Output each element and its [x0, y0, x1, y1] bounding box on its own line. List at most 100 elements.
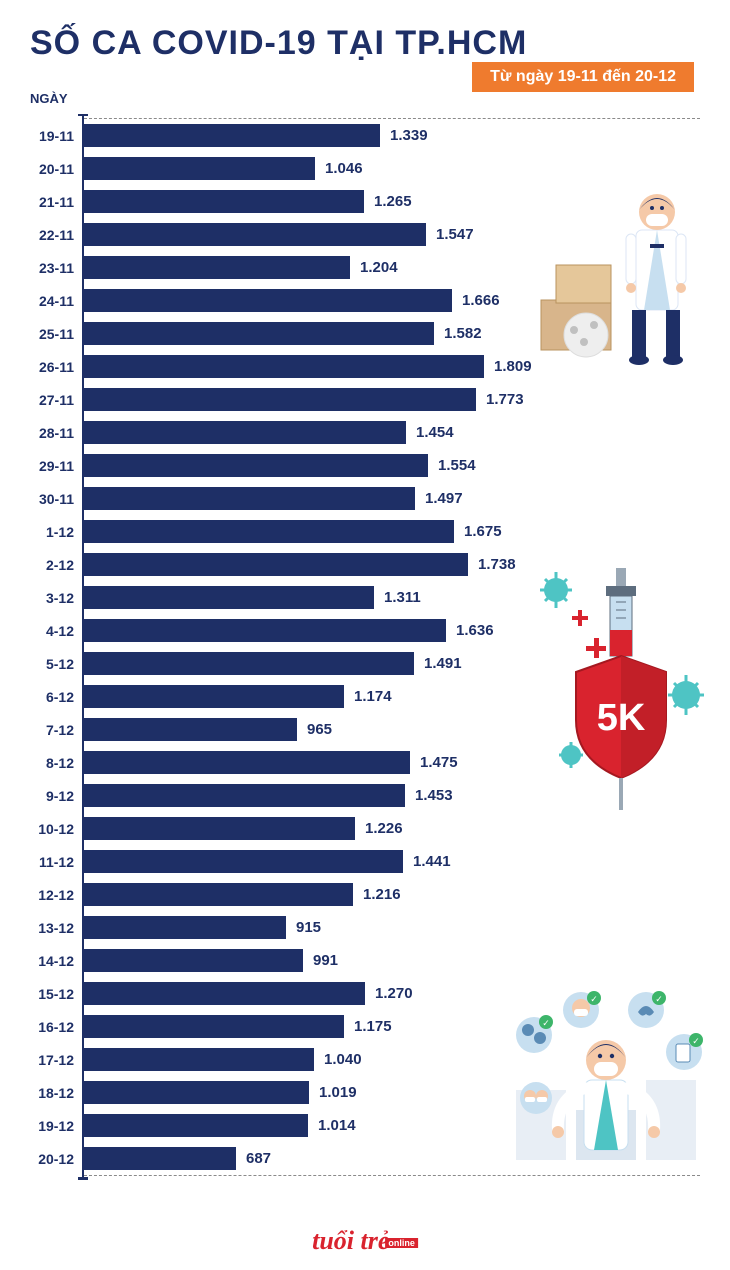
- bar-value: 687: [246, 1150, 271, 1167]
- bar-row: 2-121.738: [84, 548, 700, 581]
- bar: [84, 718, 297, 741]
- bar: [84, 784, 405, 807]
- bar-value: 1.174: [354, 688, 392, 705]
- bar: [84, 850, 403, 873]
- bar-row: 6-121.174: [84, 680, 700, 713]
- date-label: 12-12: [26, 887, 74, 903]
- bar-value: 1.497: [425, 490, 463, 507]
- bar: [84, 421, 406, 444]
- bar-value: 1.453: [415, 787, 453, 804]
- date-label: 19-12: [26, 1118, 74, 1134]
- bar-row: 29-111.554: [84, 449, 700, 482]
- bar-row: 19-121.014: [84, 1109, 700, 1142]
- bar-row: 1-121.675: [84, 515, 700, 548]
- bar: [84, 1081, 309, 1104]
- bar: [84, 1114, 308, 1137]
- bar-value: 965: [307, 721, 332, 738]
- bar-value: 1.809: [494, 358, 532, 375]
- bar-value: 1.339: [390, 127, 428, 144]
- date-label: 17-12: [26, 1052, 74, 1068]
- bar: [84, 223, 426, 246]
- bar-row: 3-121.311: [84, 581, 700, 614]
- bar-row: 4-121.636: [84, 614, 700, 647]
- bar-value: 1.311: [384, 589, 421, 606]
- bar-value: 1.014: [318, 1117, 356, 1134]
- bar-value: 1.226: [365, 820, 403, 837]
- bar-row: 16-121.175: [84, 1010, 700, 1043]
- bar-chart: 19-111.33920-111.04621-111.26522-111.547…: [82, 114, 700, 1180]
- bar-row: 25-111.582: [84, 317, 700, 350]
- bar: [84, 454, 428, 477]
- bar-value: 1.454: [416, 424, 454, 441]
- bar-value: 1.204: [360, 259, 398, 276]
- date-label: 26-11: [26, 359, 74, 375]
- bar: [84, 1048, 314, 1071]
- date-label: 28-11: [26, 425, 74, 441]
- bar-value: 1.265: [374, 193, 412, 210]
- date-label: 11-12: [26, 854, 74, 870]
- date-label: 23-11: [26, 260, 74, 276]
- bar-value: 1.636: [456, 622, 494, 639]
- infographic-container: SỐ CA COVID-19 TẠI TP.HCM Từ ngày 19-11 …: [0, 0, 730, 1270]
- bar-row: 27-111.773: [84, 383, 700, 416]
- bar-value: 991: [313, 952, 338, 969]
- bar-row: 23-111.204: [84, 251, 700, 284]
- bar-row: 12-121.216: [84, 878, 700, 911]
- bar-value: 1.582: [444, 325, 482, 342]
- date-label: 30-11: [26, 491, 74, 507]
- bar: [84, 553, 468, 576]
- date-label: 22-11: [26, 227, 74, 243]
- bar-value: 1.475: [420, 754, 458, 771]
- bar: [84, 157, 315, 180]
- bar: [84, 619, 446, 642]
- bar-row: 19-111.339: [84, 119, 700, 152]
- date-label: 13-12: [26, 920, 74, 936]
- date-label: 3-12: [26, 590, 74, 606]
- date-label: 18-12: [26, 1085, 74, 1101]
- logo-text: tuổi trẻ: [312, 1226, 389, 1255]
- bar: [84, 586, 374, 609]
- date-label: 5-12: [26, 656, 74, 672]
- bar-value: 1.019: [319, 1084, 357, 1101]
- bar: [84, 487, 415, 510]
- bar-row: 14-12991: [84, 944, 700, 977]
- date-label: 24-11: [26, 293, 74, 309]
- bar-value: 1.547: [436, 226, 474, 243]
- date-label: 25-11: [26, 326, 74, 342]
- date-label: 7-12: [26, 722, 74, 738]
- bar-value: 1.773: [486, 391, 524, 408]
- bar-row: 15-121.270: [84, 977, 700, 1010]
- bar-row: 17-121.040: [84, 1043, 700, 1076]
- bar: [84, 289, 452, 312]
- bar-row: 20-111.046: [84, 152, 700, 185]
- date-label: 1-12: [26, 524, 74, 540]
- bar-row: 5-121.491: [84, 647, 700, 680]
- bar: [84, 652, 414, 675]
- date-label: 2-12: [26, 557, 74, 573]
- date-label: 4-12: [26, 623, 74, 639]
- date-label: 27-11: [26, 392, 74, 408]
- bar: [84, 256, 350, 279]
- logo-sub: online: [385, 1238, 418, 1248]
- bar: [84, 1015, 344, 1038]
- date-label: 14-12: [26, 953, 74, 969]
- date-range-badge: Từ ngày 19-11 đến 20-12: [472, 62, 694, 92]
- page-title: SỐ CA COVID-19 TẠI TP.HCM: [30, 24, 700, 63]
- bar: [84, 685, 344, 708]
- bar-value: 1.046: [325, 160, 363, 177]
- bar-value: 915: [296, 919, 321, 936]
- bar-row: 18-121.019: [84, 1076, 700, 1109]
- bar: [84, 751, 410, 774]
- bar-value: 1.270: [375, 985, 413, 1002]
- date-label: 6-12: [26, 689, 74, 705]
- bar-row: 9-121.453: [84, 779, 700, 812]
- date-label: 20-12: [26, 1151, 74, 1167]
- bar: [84, 1147, 236, 1170]
- date-label: 15-12: [26, 986, 74, 1002]
- bar-row: 7-12965: [84, 713, 700, 746]
- bar-value: 1.738: [478, 556, 516, 573]
- y-axis-label: NGÀY: [30, 91, 700, 106]
- bar-row: 20-12687: [84, 1142, 700, 1175]
- date-label: 8-12: [26, 755, 74, 771]
- bar-value: 1.441: [413, 853, 451, 870]
